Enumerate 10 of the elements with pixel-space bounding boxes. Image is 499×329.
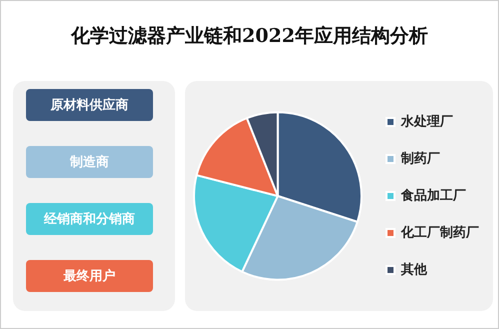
category-label: 制造商 bbox=[26, 146, 153, 178]
legend-label: 食品加工厂 bbox=[400, 188, 466, 204]
legend-label: 制药厂 bbox=[400, 150, 440, 166]
category-label: 最终用户 bbox=[26, 260, 153, 292]
legend-label: 水处理厂 bbox=[400, 114, 453, 130]
legend-label: 化工厂制药厂 bbox=[400, 224, 479, 240]
category-label: 经销商和分销商 bbox=[26, 203, 153, 235]
legend-label: 其他 bbox=[400, 262, 428, 278]
chart-title: 化学过滤器产业链和2022年应用结构分析 bbox=[70, 24, 429, 49]
category-label: 原材料供应商 bbox=[26, 89, 153, 121]
